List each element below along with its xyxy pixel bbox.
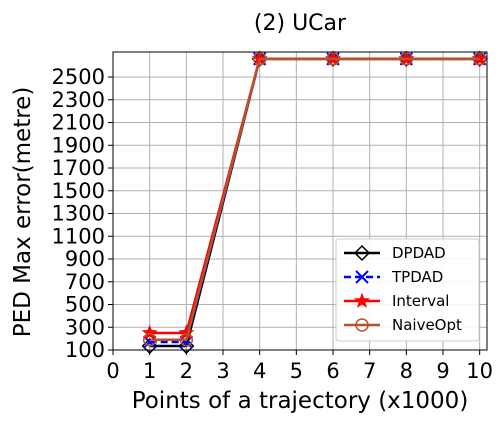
x-tick-label: 9	[436, 359, 449, 383]
y-axis-ticks: 1003005007009001100130015001700190021002…	[52, 65, 113, 362]
x-axis-title: Points of a trajectory (x1000)	[132, 388, 469, 414]
legend-label-tpdad: TPDAD	[391, 268, 443, 286]
legend-marker-dpdad	[353, 244, 371, 262]
y-tick-label: 2100	[52, 111, 105, 135]
x-tick-label: 2	[180, 359, 193, 383]
y-tick-label: 100	[65, 338, 105, 362]
legend-box	[335, 238, 480, 342]
legend-marker-tpdad	[355, 270, 369, 284]
data-point-interval	[141, 324, 158, 340]
chart-title: (2) UCar	[254, 11, 347, 36]
y-tick-label: 900	[65, 247, 105, 271]
x-tick-label: 4	[253, 359, 266, 383]
data-point-naiveopt	[472, 52, 487, 66]
legend: DPDAD TPDAD Interval NaiveOpt	[335, 238, 480, 342]
plot-frame	[112, 51, 488, 351]
data-point-naiveopt	[142, 333, 157, 347]
legend-label-dpdad: DPDAD	[392, 244, 446, 262]
x-tick-label: 5	[290, 359, 303, 383]
data-point-naiveopt	[399, 52, 414, 66]
y-tick-label: 1100	[52, 224, 105, 248]
series-group	[141, 50, 488, 355]
x-axis-ticks: 0 1 2 3 4 5 6 7 8 9 10	[106, 350, 493, 383]
x-tick-label: 8	[400, 359, 413, 383]
legend-marker-naiveopt	[355, 318, 369, 332]
y-tick-label: 1500	[52, 179, 105, 203]
y-tick-label: 500	[65, 293, 105, 317]
legend-marker-interval	[353, 292, 371, 308]
legend-label-interval: Interval	[392, 292, 449, 310]
data-point-naiveopt	[179, 333, 194, 347]
data-point-naiveopt	[252, 52, 267, 66]
data-point-naiveopt	[326, 52, 340, 66]
y-tick-label: 2500	[52, 65, 105, 89]
legend-label-naiveopt: NaiveOpt	[392, 316, 462, 334]
x-tick-label: 6	[326, 359, 339, 383]
y-tick-label: 700	[65, 270, 105, 294]
y-tick-label: 300	[65, 315, 105, 339]
y-axis-title: PED Max error(metre)	[10, 87, 36, 338]
x-tick-label: 3	[216, 359, 229, 383]
y-tick-label: 1300	[52, 202, 105, 226]
x-tick-label: 0	[106, 359, 119, 383]
x-tick-label: 10	[466, 359, 493, 383]
x-tick-label: 1	[143, 359, 156, 383]
y-tick-label: 2300	[52, 88, 105, 112]
x-tick-label: 7	[363, 359, 376, 383]
series-naiveopt	[142, 52, 487, 347]
y-tick-label: 1900	[52, 133, 105, 157]
y-tick-label: 1700	[52, 156, 105, 180]
